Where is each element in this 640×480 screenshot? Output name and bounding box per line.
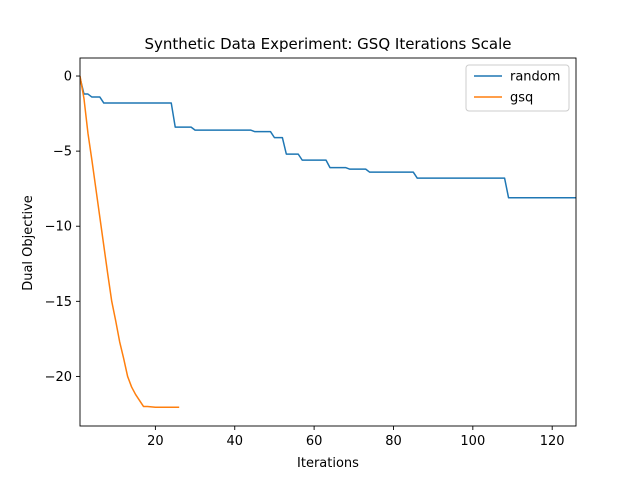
x-axis-label: Iterations [297,456,359,471]
legend-label-gsq: gsq [510,91,533,106]
plot-frame [79,57,577,427]
plot-area: 20 40 60 80 100 120 0 −5 −10 −15 −20 random gsq [45,57,577,449]
legend-label-random: random [510,70,560,85]
series-line-random [80,77,576,199]
y-axis-label: Dual Objective [21,195,36,291]
y-tick-label: −10 [45,220,72,235]
series-line-gsq [80,75,180,408]
x-tick-label: 80 [385,434,402,449]
x-tick-label: 120 [540,434,565,449]
x-tick-label: 100 [460,434,485,449]
x-tick-label: 20 [147,434,164,449]
y-tick-label: −20 [45,370,72,385]
y-tick-label: −15 [45,295,72,310]
x-tick-label: 40 [226,434,243,449]
chart-title: Synthetic Data Experiment: GSQ Iteration… [145,35,512,53]
y-tick-label: −5 [53,145,72,160]
x-tick-label: 60 [306,434,323,449]
y-tick-label: 0 [64,70,72,85]
